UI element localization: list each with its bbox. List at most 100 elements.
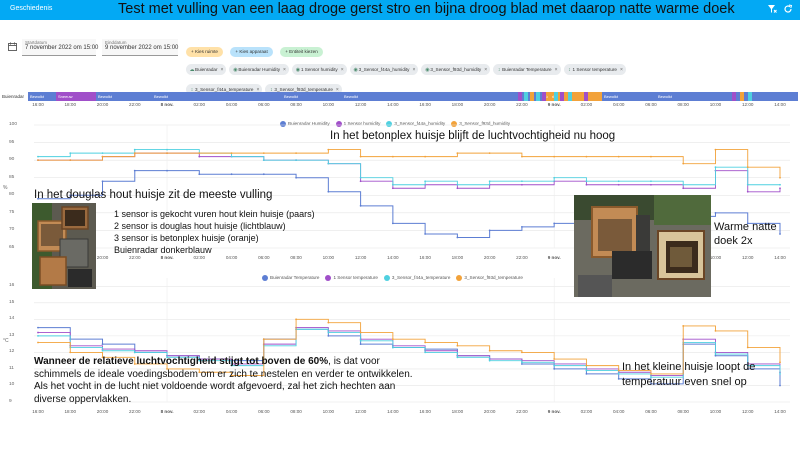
data-point[interactable] [746, 346, 749, 349]
data-point[interactable] [391, 346, 394, 349]
data-point[interactable] [166, 148, 168, 151]
data-point[interactable] [359, 176, 362, 179]
data-point[interactable] [488, 152, 491, 155]
data-point[interactable] [327, 334, 330, 337]
data-point[interactable] [327, 321, 330, 324]
series-line[interactable] [38, 318, 781, 376]
timeline-segment[interactable] [530, 92, 534, 101]
choose-area-button[interactable]: + Kies ruimte [186, 47, 223, 57]
legend-item[interactable]: 3_Sensor_f93d_temperature [456, 274, 523, 281]
timeline-segment[interactable] [548, 92, 552, 101]
data-point[interactable] [230, 374, 233, 377]
data-point[interactable] [327, 190, 330, 193]
data-point[interactable] [521, 180, 523, 183]
data-point[interactable] [585, 369, 588, 372]
data-point[interactable] [101, 152, 104, 155]
data-point[interactable] [746, 166, 749, 169]
entity-chip[interactable]: ◉Buienradar Humidity × [229, 64, 289, 75]
legend-item[interactable]: 3_Sensor_f44a_temperature [383, 274, 450, 281]
timeline-segment[interactable] [518, 92, 522, 101]
timeline-segment[interactable] [560, 92, 564, 101]
data-point[interactable] [166, 356, 168, 359]
data-point[interactable] [714, 148, 717, 151]
data-point[interactable] [779, 187, 781, 190]
choose-entity-button[interactable]: + Entiteit kiezen [280, 47, 323, 57]
data-point[interactable] [617, 180, 620, 183]
data-point[interactable] [585, 180, 588, 183]
entity-chip[interactable]: ↕ 1 Sensor temperature × [563, 64, 626, 75]
data-point[interactable] [779, 372, 781, 375]
data-point[interactable] [585, 155, 588, 158]
data-point[interactable] [101, 180, 104, 183]
data-point[interactable] [133, 169, 136, 172]
timeline-segment[interactable] [568, 92, 572, 101]
data-point[interactable] [456, 183, 459, 186]
data-point[interactable] [166, 368, 168, 370]
data-point[interactable] [37, 197, 39, 200]
filter-remove-icon[interactable] [766, 4, 778, 16]
series-line[interactable] [38, 328, 781, 378]
data-point[interactable] [488, 359, 491, 362]
weather-timeline[interactable]: Bewolkt Sneeuw Bewolkt Bewolkt Bewolkt Bewolk… [28, 92, 798, 101]
data-point[interactable] [456, 344, 459, 347]
data-point[interactable] [682, 187, 685, 190]
data-point[interactable] [553, 368, 556, 370]
data-point[interactable] [488, 229, 491, 232]
timeline-segment[interactable] [554, 92, 558, 101]
data-point[interactable] [456, 356, 459, 359]
start-date-field[interactable]: Startdatum 7 november 2022 om 15:00 [22, 39, 98, 56]
data-point[interactable] [585, 183, 588, 186]
close-icon[interactable]: × [335, 87, 339, 93]
close-icon[interactable]: × [220, 67, 224, 73]
close-icon[interactable]: × [554, 67, 558, 73]
entity-chip[interactable]: ↕ 3_Sensor_f44a_temperature × [186, 84, 263, 95]
data-point[interactable] [617, 155, 620, 158]
close-icon[interactable]: × [484, 67, 488, 73]
data-point[interactable] [101, 155, 104, 158]
data-point[interactable] [746, 364, 749, 367]
data-point[interactable] [424, 180, 427, 183]
data-point[interactable] [746, 190, 749, 193]
data-point[interactable] [746, 368, 749, 370]
data-point[interactable] [327, 331, 330, 334]
data-point[interactable] [521, 351, 523, 354]
timeline-segment[interactable] [748, 92, 752, 101]
timeline-segment[interactable]: Bewolkt [282, 92, 342, 101]
data-point[interactable] [714, 166, 717, 169]
data-point[interactable] [133, 363, 136, 365]
data-point[interactable] [714, 211, 717, 214]
data-point[interactable] [521, 226, 523, 228]
data-point[interactable] [553, 176, 556, 179]
legend-item[interactable]: 1 Sensor temperature [325, 274, 378, 281]
data-point[interactable] [359, 204, 362, 207]
data-point[interactable] [617, 183, 620, 186]
data-point[interactable] [262, 159, 265, 162]
data-point[interactable] [37, 341, 39, 344]
entity-chip[interactable]: ◉1 Sensor humidity × [291, 64, 347, 75]
data-point[interactable] [37, 326, 39, 329]
timeline-segment[interactable] [732, 92, 736, 101]
timeline-segment[interactable]: Bewolkt [602, 92, 656, 101]
data-point[interactable] [553, 222, 556, 225]
timeline-segment[interactable]: Bewolkt [656, 92, 798, 101]
calendar-icon[interactable] [8, 42, 18, 52]
data-point[interactable] [262, 338, 265, 341]
close-icon[interactable]: × [283, 67, 286, 73]
data-point[interactable] [359, 339, 362, 342]
data-point[interactable] [133, 152, 136, 155]
data-point[interactable] [327, 162, 330, 165]
data-point[interactable] [230, 364, 233, 367]
timeline-segment[interactable]: Bewolkt [28, 92, 56, 101]
data-point[interactable] [650, 180, 652, 183]
data-point[interactable] [779, 361, 781, 364]
timeline-segment[interactable] [740, 92, 744, 101]
data-point[interactable] [617, 377, 620, 380]
timeline-segment[interactable]: Bewolkt [152, 92, 282, 101]
data-point[interactable] [714, 330, 717, 332]
data-point[interactable] [424, 341, 427, 344]
data-point[interactable] [746, 222, 749, 225]
data-point[interactable] [198, 155, 201, 158]
data-point[interactable] [617, 372, 620, 375]
data-point[interactable] [714, 353, 717, 355]
